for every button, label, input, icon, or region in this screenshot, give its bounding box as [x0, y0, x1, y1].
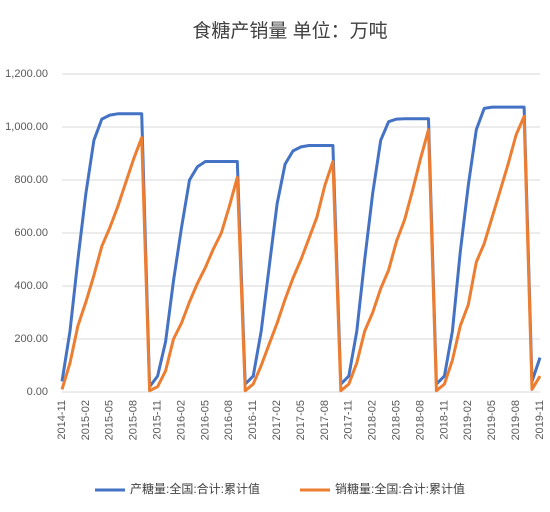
y-tick-label: 400.00 [14, 280, 48, 292]
y-tick-label: 0.00 [27, 386, 48, 398]
x-tick-label: 2019-05 [486, 400, 498, 440]
legend-label: 销糖量:全国:合计:累计值 [335, 481, 465, 496]
x-tick-label: 2018-08 [414, 400, 426, 440]
x-tick-label: 2018-02 [367, 400, 379, 440]
y-tick-label: 1,200.00 [5, 68, 48, 80]
series-line [60, 105, 542, 389]
x-tick-label: 2017-05 [295, 400, 307, 440]
x-tick-label: 2014-11 [56, 400, 68, 440]
x-tick-label: 2016-11 [247, 400, 259, 440]
y-tick-label: 1,000.00 [5, 121, 48, 133]
x-tick-label: 2018-05 [391, 400, 403, 440]
y-tick-label: 200.00 [14, 333, 48, 345]
series-line [60, 114, 542, 393]
x-tick-label: 2015-08 [128, 400, 140, 440]
legend-label: 产糖量:全国:合计:累计值 [130, 481, 260, 496]
x-tick-label: 2017-08 [319, 400, 331, 440]
x-tick-label: 2016-05 [199, 400, 211, 440]
y-tick-label: 800.00 [14, 174, 48, 186]
x-tick-label: 2015-05 [104, 400, 116, 440]
x-tick-label: 2015-02 [80, 400, 92, 440]
x-tick-label: 2017-11 [343, 400, 355, 440]
chart-title: 食糖产销量 单位：万吨 [192, 20, 387, 42]
x-tick-label: 2019-11 [534, 400, 546, 440]
x-tick-label: 2016-08 [223, 400, 235, 440]
y-tick-label: 600.00 [14, 227, 48, 239]
x-tick-label: 2015-11 [152, 400, 164, 440]
x-tick-label: 2018-11 [438, 400, 450, 440]
x-tick-label: 2019-08 [510, 400, 522, 440]
x-tick-label: 2017-02 [271, 400, 283, 440]
x-tick-label: 2016-02 [175, 400, 187, 440]
x-tick-label: 2019-02 [462, 400, 474, 440]
